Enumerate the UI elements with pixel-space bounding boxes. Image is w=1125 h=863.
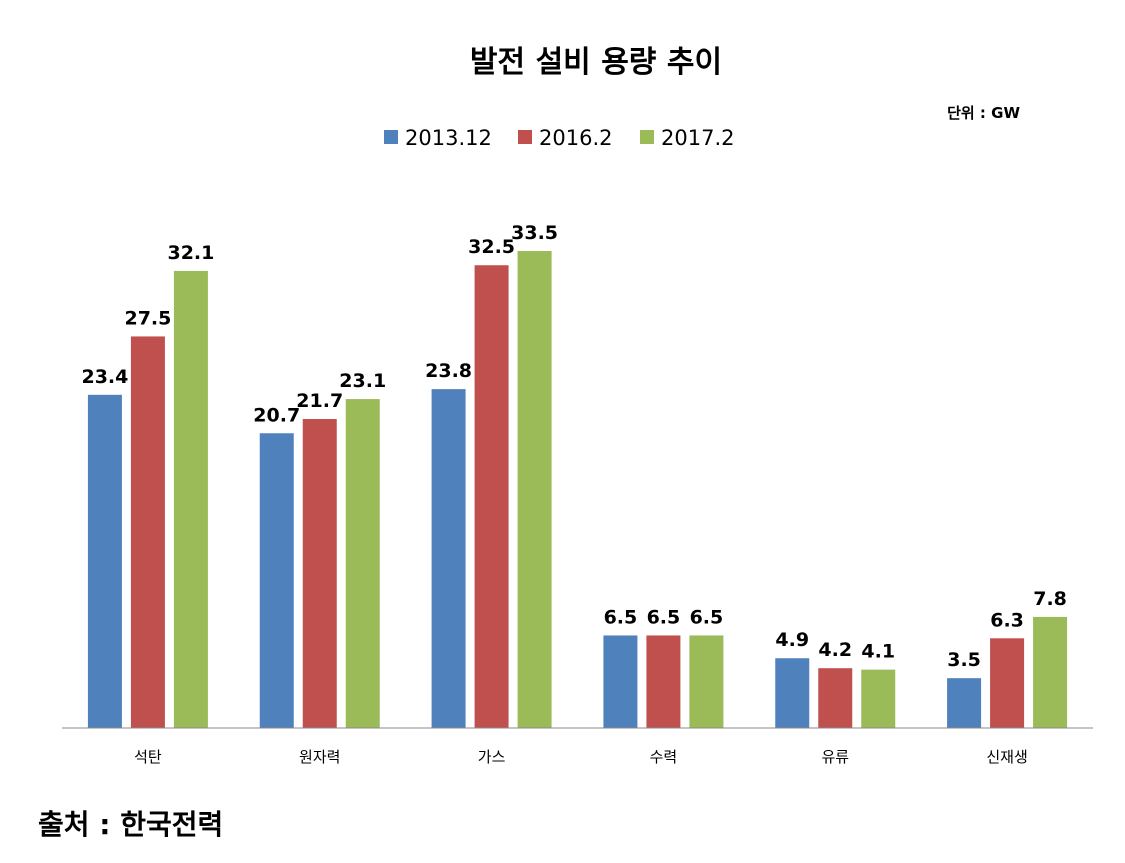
data-label-4-1: 4.2 <box>818 639 852 661</box>
data-label-1-0: 20.7 <box>253 404 300 426</box>
x-tick-label-2: 가스 <box>478 748 506 766</box>
data-label-0-2: 32.1 <box>167 242 214 264</box>
data-label-2-1: 32.5 <box>468 236 515 258</box>
data-label-5-2: 7.8 <box>1033 588 1067 610</box>
bars <box>87 251 1068 728</box>
data-label-4-0: 4.9 <box>775 629 809 651</box>
x-tick-label-1: 원자력 <box>299 748 340 766</box>
x-tick-label-3: 수력 <box>650 748 678 766</box>
bar-2-0 <box>431 389 466 728</box>
legend-swatch-0 <box>384 130 398 144</box>
bar-5-0 <box>947 678 982 728</box>
bar-2-1 <box>474 265 509 728</box>
data-label-3-2: 6.5 <box>690 606 724 628</box>
legend-swatch-1 <box>518 130 532 144</box>
bar-2-2 <box>517 251 552 728</box>
data-label-4-2: 4.1 <box>861 641 895 663</box>
bar-3-0 <box>603 635 638 728</box>
legend-label-0: 2013.12 <box>405 126 492 150</box>
bar-1-0 <box>259 433 294 728</box>
data-label-3-1: 6.5 <box>647 606 681 628</box>
unit-note: 단위 : GW <box>947 104 1020 122</box>
source-note: 출처 : 한국전력 <box>38 808 223 841</box>
data-label-0-0: 23.4 <box>81 366 128 388</box>
x-tick-label-0: 석탄 <box>134 748 162 766</box>
data-label-5-1: 6.3 <box>990 609 1024 631</box>
bar-4-1 <box>818 668 853 728</box>
bar-5-1 <box>990 638 1025 728</box>
bar-3-1 <box>646 635 681 728</box>
bar-0-1 <box>130 336 165 728</box>
bar-1-2 <box>345 399 380 728</box>
data-label-5-0: 3.5 <box>947 649 981 671</box>
chart-title: 발전 설비 용량 추이 <box>470 45 722 80</box>
data-label-1-2: 23.1 <box>339 370 386 392</box>
bar-0-2 <box>173 270 208 728</box>
bar-3-2 <box>689 635 724 728</box>
x-tick-label-5: 신재생 <box>986 748 1027 766</box>
data-label-2-0: 23.8 <box>425 360 472 382</box>
x-axis-ticks: 석탄 원자력 가스 수력 유류 신재생 <box>134 748 1028 766</box>
legend-swatch-2 <box>640 130 654 144</box>
legend: 2013.12 2016.2 2017.2 <box>384 126 734 150</box>
legend-label-2: 2017.2 <box>661 126 734 150</box>
data-label-2-2: 33.5 <box>511 222 558 244</box>
bar-1-1 <box>302 419 337 728</box>
data-labels: 23.4 27.5 32.1 20.721.723.1 23.8 32.533.5 6.5 6… <box>81 222 1066 671</box>
bar-0-0 <box>87 394 122 728</box>
data-label-0-1: 27.5 <box>124 307 171 329</box>
x-tick-label-4: 유류 <box>821 748 849 766</box>
bar-4-2 <box>861 669 896 728</box>
legend-label-1: 2016.2 <box>539 126 612 150</box>
bar-5-2 <box>1033 616 1068 728</box>
data-label-3-0: 6.5 <box>604 606 638 628</box>
data-label-1-1: 21.7 <box>296 390 343 412</box>
bar-4-0 <box>775 658 810 728</box>
